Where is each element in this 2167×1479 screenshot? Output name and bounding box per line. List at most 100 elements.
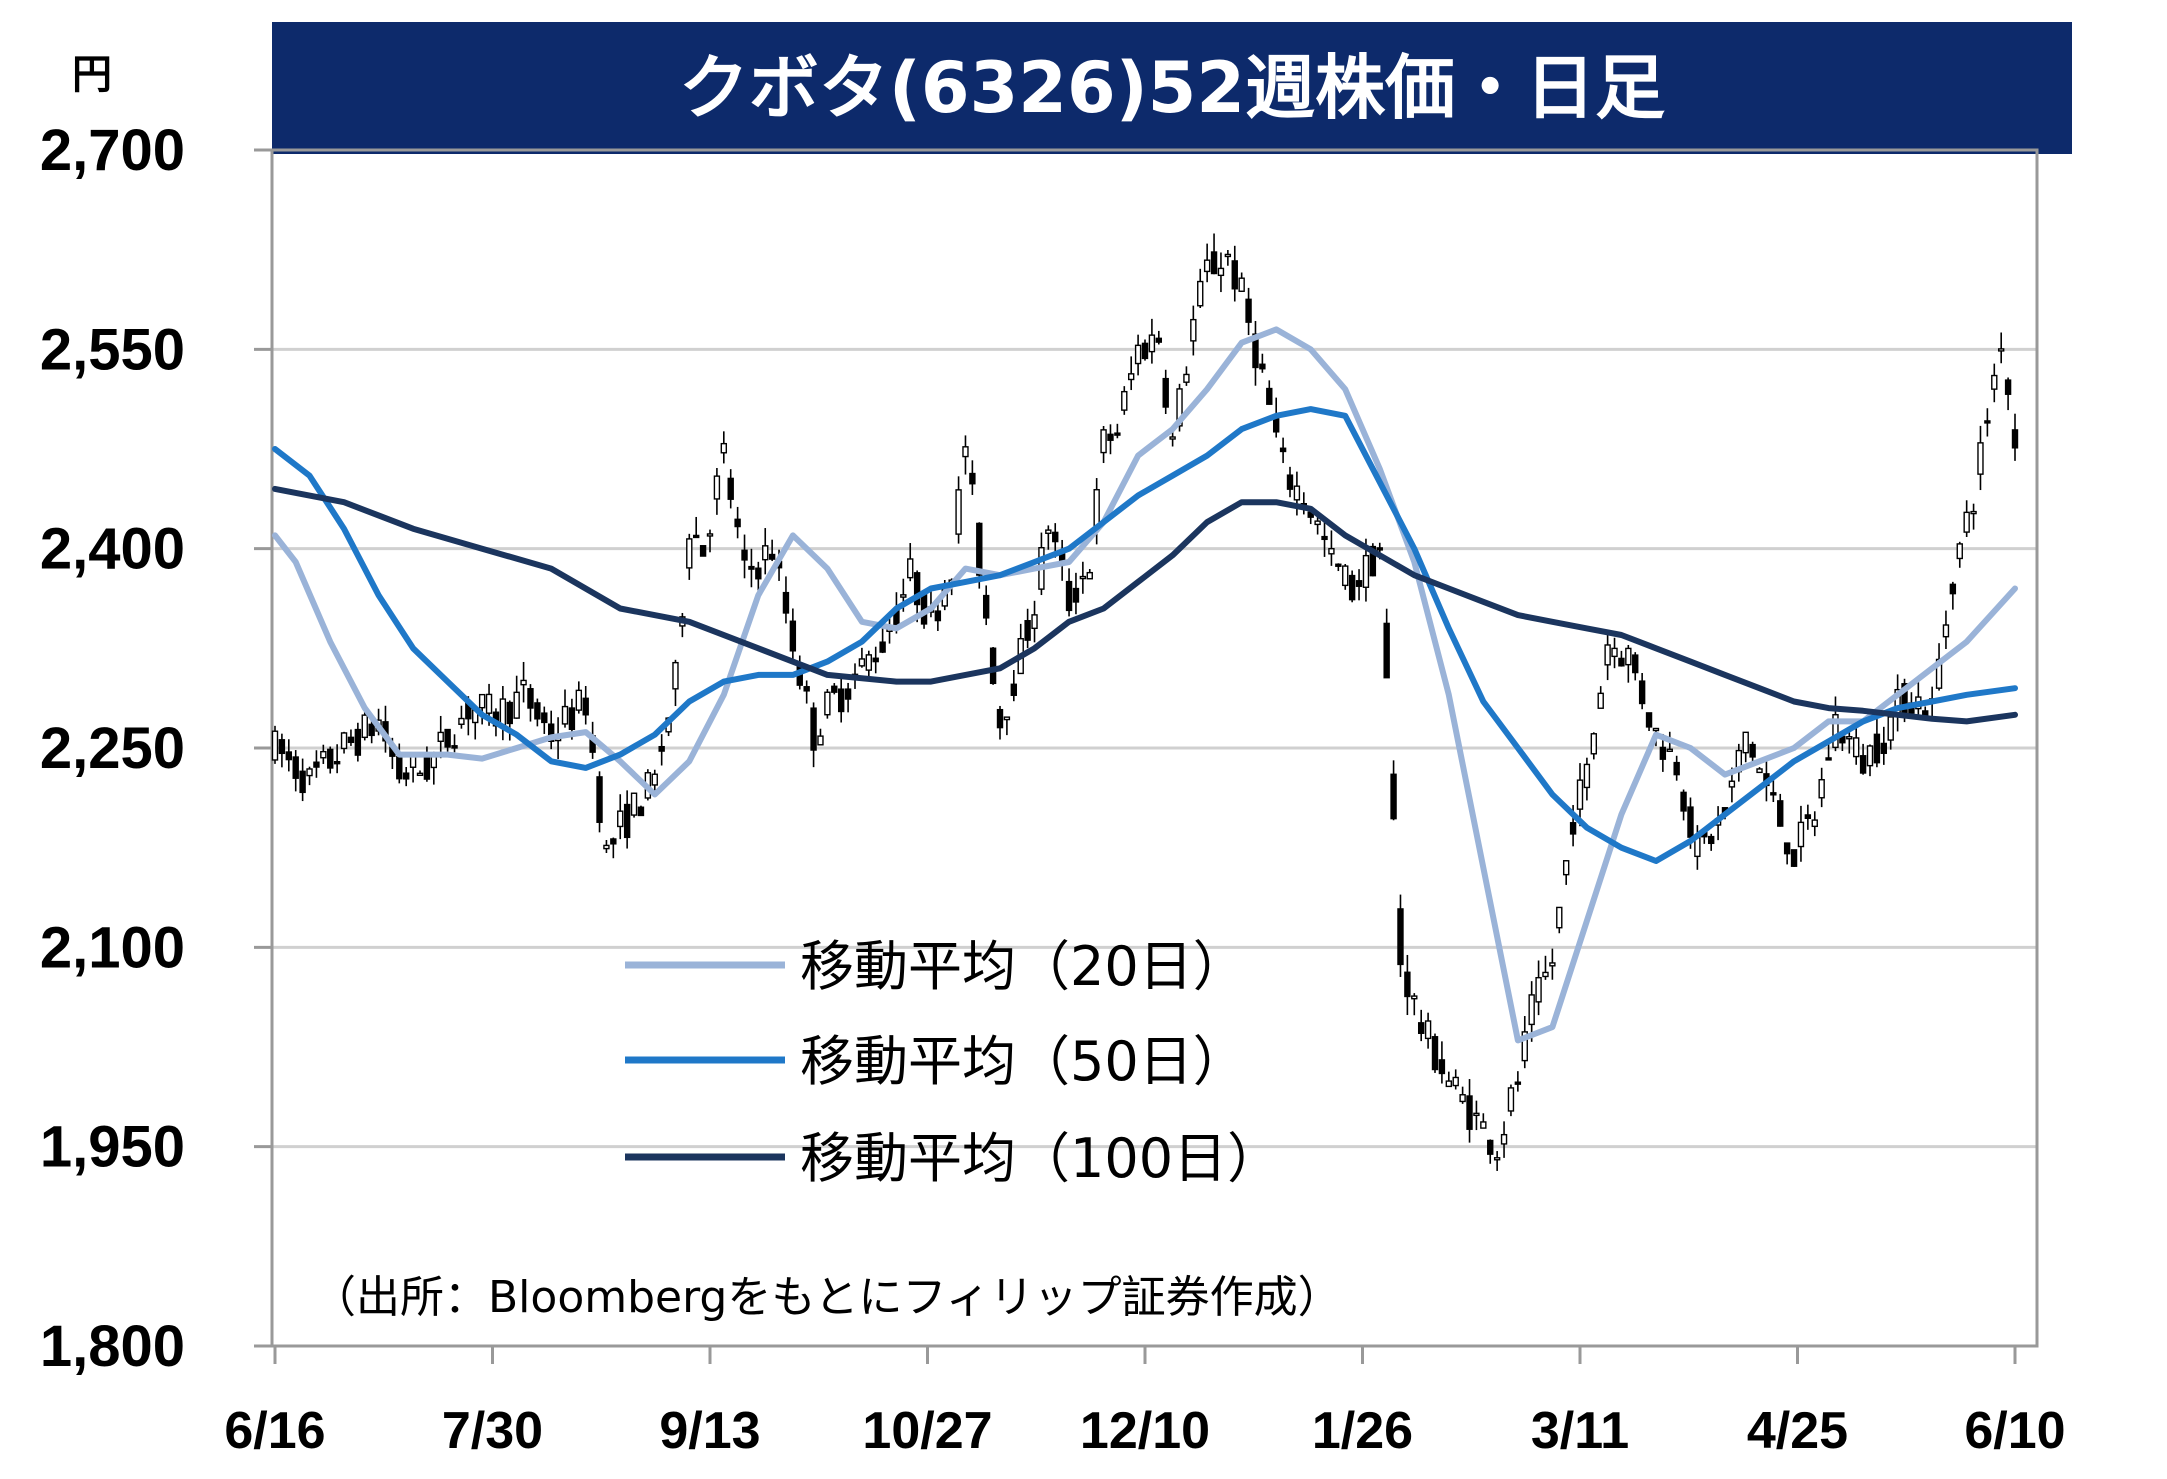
x-axis: 6/16 7/30 9/13 10/27 12/10 1/26 3/11 4/25 6/10 bbox=[224, 1346, 2066, 1460]
candle bbox=[1915, 681, 1922, 716]
candle-body bbox=[637, 806, 645, 817]
candle bbox=[879, 625, 886, 654]
candle bbox=[1500, 1121, 1508, 1158]
candle-body bbox=[1984, 420, 1991, 424]
candle-body bbox=[306, 768, 313, 777]
candle bbox=[1003, 716, 1011, 736]
candle bbox=[347, 729, 355, 746]
candle bbox=[630, 792, 638, 818]
candle bbox=[1597, 686, 1604, 709]
candle bbox=[541, 706, 548, 734]
candle-body bbox=[1376, 547, 1383, 551]
candle-body bbox=[437, 731, 444, 743]
candle bbox=[340, 731, 348, 754]
candle-body bbox=[1321, 535, 1328, 541]
candle bbox=[1024, 608, 1031, 649]
candle bbox=[1777, 793, 1784, 827]
candle-body bbox=[1797, 821, 1805, 848]
candle-body bbox=[313, 761, 320, 768]
candle-body bbox=[1493, 1157, 1501, 1161]
candle-body bbox=[844, 688, 852, 700]
candle-body bbox=[741, 549, 748, 561]
candle bbox=[623, 790, 631, 849]
candle-body bbox=[1880, 742, 1888, 754]
candle bbox=[1335, 563, 1342, 572]
candle-body bbox=[1224, 253, 1232, 258]
candle-body bbox=[1632, 654, 1639, 674]
chart-title: クボタ(6326)52週株価・日足 bbox=[679, 47, 1665, 129]
candle bbox=[934, 602, 942, 631]
candle-body bbox=[1107, 433, 1114, 441]
candle-body bbox=[1252, 333, 1259, 369]
candle-body bbox=[534, 702, 541, 720]
y-axis: 1,800 1,950 2,100 2,250 2,400 2,550 2,700 bbox=[40, 118, 272, 1379]
candle-body bbox=[1970, 510, 1977, 515]
candle bbox=[1790, 849, 1798, 868]
candle bbox=[1742, 731, 1749, 763]
candle bbox=[803, 680, 810, 704]
candle bbox=[2004, 377, 2012, 411]
candle bbox=[354, 722, 362, 762]
candle-body bbox=[1390, 773, 1397, 820]
candle-body bbox=[1687, 806, 1694, 838]
candle-body bbox=[699, 545, 707, 557]
candle bbox=[1707, 833, 1715, 851]
candle-body bbox=[1134, 344, 1142, 365]
candle bbox=[1611, 637, 1618, 669]
candle bbox=[1984, 408, 1991, 437]
candle bbox=[699, 545, 707, 557]
candle-body bbox=[1783, 842, 1791, 855]
candle-body bbox=[755, 567, 762, 580]
candle bbox=[561, 689, 569, 728]
candle-body bbox=[686, 538, 693, 569]
candle-body bbox=[824, 691, 831, 716]
candle bbox=[686, 533, 693, 580]
candle bbox=[706, 529, 714, 553]
candle-body bbox=[1045, 529, 1052, 535]
candle-body bbox=[734, 518, 741, 528]
candle-body bbox=[1155, 337, 1163, 343]
candle bbox=[1804, 804, 1812, 830]
candle-body bbox=[1417, 1022, 1425, 1034]
candle-body bbox=[513, 691, 520, 719]
candle-body bbox=[1487, 1139, 1494, 1155]
candle-body bbox=[1480, 1121, 1487, 1129]
candle bbox=[1355, 569, 1363, 601]
candle-body bbox=[1335, 563, 1342, 567]
candle-body bbox=[900, 594, 907, 598]
candle-body bbox=[865, 654, 873, 671]
y-tick-label: 2,250 bbox=[40, 716, 185, 781]
candle-body bbox=[1770, 792, 1777, 796]
candle-body bbox=[451, 745, 458, 749]
candle-body bbox=[1556, 906, 1563, 929]
candle-body bbox=[1210, 251, 1218, 275]
y-tick-label: 1,950 bbox=[40, 1115, 185, 1180]
candle-body bbox=[1328, 548, 1335, 555]
y-tick-label: 2,550 bbox=[40, 317, 185, 382]
candle-body bbox=[713, 475, 721, 500]
candle bbox=[617, 794, 624, 840]
candle bbox=[837, 674, 845, 723]
candle bbox=[437, 715, 444, 759]
x-tick-label: 4/25 bbox=[1747, 1402, 1848, 1460]
candle bbox=[1417, 1009, 1425, 1042]
candle-body bbox=[292, 756, 299, 779]
candle bbox=[472, 709, 479, 740]
candle bbox=[416, 770, 424, 777]
candle-body bbox=[423, 757, 431, 780]
candle bbox=[1107, 424, 1114, 455]
candle bbox=[1818, 767, 1825, 808]
candle-body bbox=[1266, 387, 1273, 405]
candle-body bbox=[976, 522, 983, 576]
candle-body bbox=[1369, 545, 1377, 577]
candle-body bbox=[1666, 748, 1673, 752]
candle bbox=[1542, 955, 1549, 980]
candle-body bbox=[416, 772, 424, 777]
candle bbox=[1846, 729, 1853, 754]
candle bbox=[637, 805, 645, 817]
candle-body bbox=[1141, 342, 1149, 360]
candle bbox=[278, 733, 286, 768]
candle bbox=[1590, 732, 1598, 760]
candle-body bbox=[596, 776, 603, 823]
candle-body bbox=[1231, 260, 1238, 290]
